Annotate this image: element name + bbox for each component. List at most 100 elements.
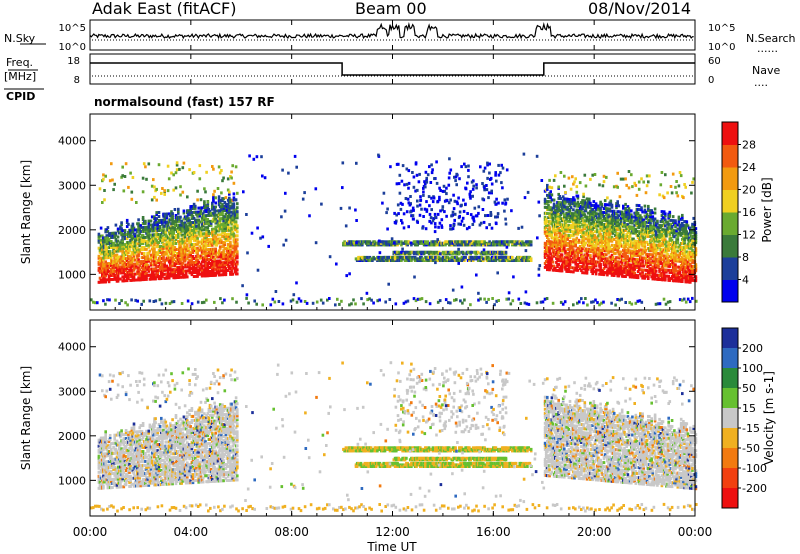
data-cell bbox=[191, 251, 195, 254]
data-cell bbox=[192, 244, 196, 248]
data-cell bbox=[206, 200, 210, 204]
data-cell bbox=[575, 266, 579, 270]
data-cell bbox=[157, 211, 161, 214]
data-cell bbox=[622, 204, 625, 208]
data-cell bbox=[135, 278, 138, 282]
data-cell bbox=[647, 206, 650, 210]
data-cell bbox=[622, 258, 625, 262]
data-cell bbox=[561, 195, 565, 199]
data-cell bbox=[559, 225, 563, 229]
data-cell bbox=[149, 277, 153, 281]
data-cell bbox=[635, 252, 639, 255]
data-cell bbox=[228, 228, 231, 232]
data-cell bbox=[588, 197, 591, 201]
data-cell bbox=[630, 219, 633, 223]
data-cell bbox=[651, 277, 655, 281]
data-cell bbox=[110, 258, 113, 261]
data-cell bbox=[598, 260, 601, 264]
data-cell bbox=[607, 243, 610, 247]
data-cell bbox=[582, 245, 585, 249]
data-cell bbox=[140, 260, 144, 264]
data-cell bbox=[610, 273, 614, 277]
data-cell bbox=[122, 189, 126, 193]
data-cell bbox=[637, 244, 641, 248]
data-cell bbox=[627, 170, 631, 173]
data-cell bbox=[208, 266, 212, 269]
data-cell bbox=[694, 231, 698, 235]
data-cell bbox=[224, 229, 228, 232]
data-cell bbox=[182, 209, 186, 213]
data-cell bbox=[694, 275, 698, 279]
data-cell bbox=[661, 266, 665, 270]
data-cell bbox=[627, 211, 631, 215]
data-cell bbox=[555, 260, 558, 264]
data-cell bbox=[649, 213, 652, 217]
data-cell bbox=[657, 261, 660, 265]
data-cell bbox=[546, 185, 549, 189]
data-cell bbox=[149, 257, 153, 261]
data-cell bbox=[605, 241, 608, 245]
data-cell bbox=[581, 199, 584, 203]
data-cell bbox=[187, 221, 190, 225]
data-cell bbox=[229, 254, 232, 258]
data-cell bbox=[120, 231, 123, 235]
data-cell bbox=[608, 207, 611, 211]
data-cell bbox=[194, 222, 197, 226]
data-cell bbox=[694, 253, 698, 257]
data-cell bbox=[165, 268, 169, 272]
data-cell bbox=[674, 265, 677, 269]
data-cell bbox=[589, 231, 592, 235]
data-cell bbox=[668, 210, 672, 214]
data-cell bbox=[208, 219, 212, 223]
data-cell bbox=[561, 209, 565, 213]
data-cell bbox=[552, 202, 556, 206]
data-cell bbox=[121, 239, 124, 243]
data-cell bbox=[99, 246, 103, 250]
data-cell bbox=[593, 252, 597, 256]
data-cell bbox=[183, 227, 187, 231]
data-cell bbox=[606, 273, 609, 277]
data-cell bbox=[651, 261, 655, 265]
data-cell bbox=[597, 240, 600, 244]
data-cell bbox=[217, 261, 221, 265]
data-cell bbox=[614, 220, 617, 223]
data-cell bbox=[622, 177, 625, 181]
data-cell bbox=[160, 277, 163, 280]
data-cell bbox=[664, 212, 667, 216]
data-cell bbox=[186, 215, 189, 219]
data-cell bbox=[232, 252, 236, 256]
data-cell bbox=[234, 246, 238, 250]
data-cell bbox=[675, 229, 678, 233]
data-cell bbox=[102, 266, 105, 270]
data-cell bbox=[197, 210, 200, 214]
data-cell bbox=[674, 251, 677, 255]
data-cell bbox=[671, 253, 675, 257]
data-cell bbox=[124, 265, 128, 269]
data-cell bbox=[543, 231, 547, 235]
data-cell bbox=[664, 214, 667, 218]
data-cell bbox=[114, 245, 118, 249]
data-cell bbox=[665, 234, 668, 238]
data-cell bbox=[544, 250, 548, 253]
data-cell bbox=[147, 259, 151, 263]
data-cell bbox=[154, 251, 157, 255]
data-cell bbox=[591, 250, 594, 254]
data-cell bbox=[183, 275, 187, 279]
data-cell bbox=[670, 245, 674, 249]
data-cell bbox=[209, 241, 213, 245]
data-cell bbox=[674, 269, 677, 273]
data-cell bbox=[101, 260, 104, 264]
data-cell bbox=[653, 225, 657, 229]
data-cell bbox=[232, 246, 236, 250]
data-cell bbox=[130, 260, 134, 264]
data-cell bbox=[195, 220, 198, 224]
data-cell bbox=[674, 263, 677, 267]
data-cell bbox=[626, 239, 630, 243]
data-cell bbox=[214, 196, 217, 200]
data-cell bbox=[671, 231, 675, 235]
data-cell bbox=[172, 252, 175, 256]
data-cell bbox=[99, 256, 103, 260]
data-cell bbox=[234, 248, 238, 252]
data-cell bbox=[669, 218, 673, 222]
data-cell bbox=[568, 246, 572, 250]
